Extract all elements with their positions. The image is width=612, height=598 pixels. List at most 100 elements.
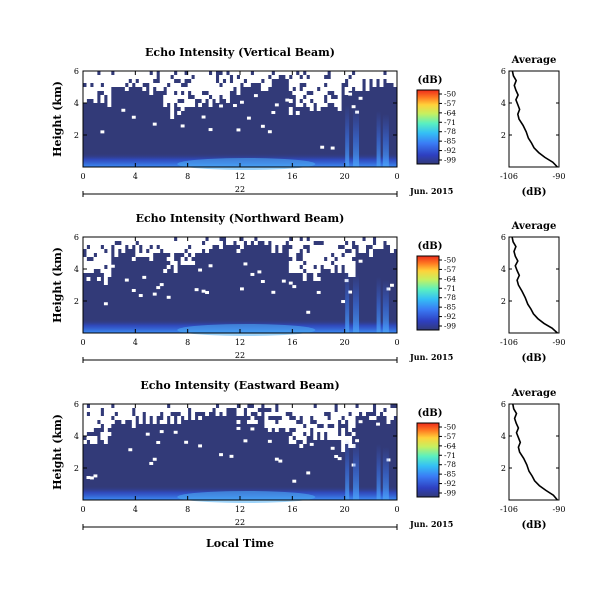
- nodata-cell: [309, 269, 314, 273]
- nodata-cell: [348, 428, 353, 432]
- colorbar-tick-label: -99: [444, 322, 456, 331]
- nodata-cell: [107, 257, 112, 261]
- nodata-cell: [351, 75, 356, 79]
- nodata-cell: [306, 79, 311, 83]
- nodata-cell: [103, 261, 108, 265]
- nodata-cell: [281, 412, 286, 416]
- nodata-cell: [334, 237, 339, 241]
- nodata-cell: [128, 83, 133, 87]
- nodata-cell: [191, 253, 196, 257]
- nodata-cell: [163, 83, 168, 87]
- nodata-cell: [348, 79, 353, 83]
- nodata-cell: [93, 265, 98, 269]
- nodata-cell: [194, 237, 199, 241]
- nodata-cell: [393, 241, 398, 245]
- nodata-cell: [341, 404, 346, 408]
- nodata-cell: [295, 95, 300, 99]
- nodata-cell: [135, 408, 140, 412]
- nodata-cell: [309, 404, 314, 408]
- nodata-cell: [163, 249, 168, 253]
- nodata-cell: [226, 99, 230, 103]
- nodata-cell: [166, 87, 171, 91]
- nodata-cell: [358, 404, 363, 408]
- nodata-cell: [246, 408, 251, 412]
- nodata-cell: [198, 87, 203, 91]
- nodata-cell: [309, 412, 314, 416]
- nodata-cell: [86, 436, 91, 440]
- nodata-cell: [278, 237, 283, 241]
- nodata-cell: [390, 75, 394, 79]
- nodata-cell: [369, 408, 373, 412]
- nodata-cell: [114, 404, 119, 408]
- nodata-cell: [334, 428, 339, 432]
- nodata-cell: [372, 75, 377, 79]
- nodata-cell: [135, 249, 140, 253]
- colorbar-tick-label: -78: [444, 293, 456, 302]
- nodata-cell: [327, 99, 332, 103]
- nodata-cell: [337, 265, 342, 269]
- nodata-cell: [194, 95, 199, 99]
- colorbar-tick-label: -71: [444, 118, 456, 127]
- x-axis-label: Local Time: [206, 537, 274, 550]
- nodata-cell: [327, 87, 332, 91]
- nodata-cell: [267, 412, 272, 416]
- nodata-cell: [173, 241, 178, 245]
- nodata-cell: [320, 404, 325, 408]
- nodata-cell: [184, 99, 189, 103]
- nodata-cell: [348, 71, 353, 75]
- nodata-cell: [170, 404, 175, 408]
- nodata-cell: [383, 75, 387, 79]
- nodata-cell: [166, 412, 171, 416]
- nodata-cell: [306, 404, 311, 408]
- nodata-cell: [295, 265, 300, 269]
- nodata-cell: [219, 79, 223, 83]
- average-y-tick-label: 6: [501, 233, 506, 242]
- nodata-cell: [327, 241, 332, 245]
- nodata-cell: [89, 79, 94, 83]
- nodata-cell: [309, 408, 314, 412]
- nodata-cell: [369, 404, 373, 408]
- nodata-cell: [274, 241, 279, 245]
- nodata-cell: [86, 416, 91, 420]
- nodata-cell: [243, 83, 248, 87]
- nodata-cell: [173, 404, 178, 408]
- date-label: Jun. 2015: [409, 186, 453, 196]
- nodata-cell: [253, 79, 258, 83]
- nodata-cell: [386, 71, 391, 75]
- nodata-cell: [246, 75, 251, 79]
- nodata-cell: [163, 420, 168, 424]
- nodata-cell: [278, 408, 283, 412]
- surface-echo-peak: [177, 324, 316, 336]
- nodata-cell: [313, 269, 318, 273]
- colorbar-tick-label: -78: [444, 460, 456, 469]
- nodata-cell: [177, 111, 182, 115]
- nodata-cell: [386, 420, 391, 424]
- nodata-cell: [240, 412, 244, 416]
- nodata-cell: [163, 416, 168, 420]
- nodata-cell: [83, 99, 87, 103]
- nodata-cell: [114, 253, 119, 257]
- nodata-cell: [89, 87, 94, 91]
- nodata-cell: [121, 83, 126, 87]
- nodata-cell: [295, 404, 300, 408]
- nodata-cell: [285, 424, 290, 428]
- nodata-cell: [351, 253, 356, 257]
- nodata-cell: [180, 257, 185, 261]
- nodata-cell: [117, 412, 122, 416]
- nodata-cell: [288, 107, 293, 111]
- nodata-cell: [341, 300, 346, 304]
- nodata-cell: [390, 412, 394, 416]
- nodata-cell: [253, 71, 258, 75]
- nodata-cell: [295, 99, 300, 103]
- nodata-cell: [362, 404, 366, 408]
- nodata-cell: [288, 253, 293, 257]
- nodata-cell: [166, 257, 171, 261]
- nodata-cell: [341, 75, 346, 79]
- nodata-cell: [309, 237, 314, 241]
- nodata-cell: [184, 87, 189, 91]
- nodata-cell: [166, 237, 171, 241]
- nodata-cell: [264, 75, 269, 79]
- nodata-cell: [313, 245, 318, 249]
- nodata-cell: [379, 75, 384, 79]
- nodata-cell: [100, 87, 105, 91]
